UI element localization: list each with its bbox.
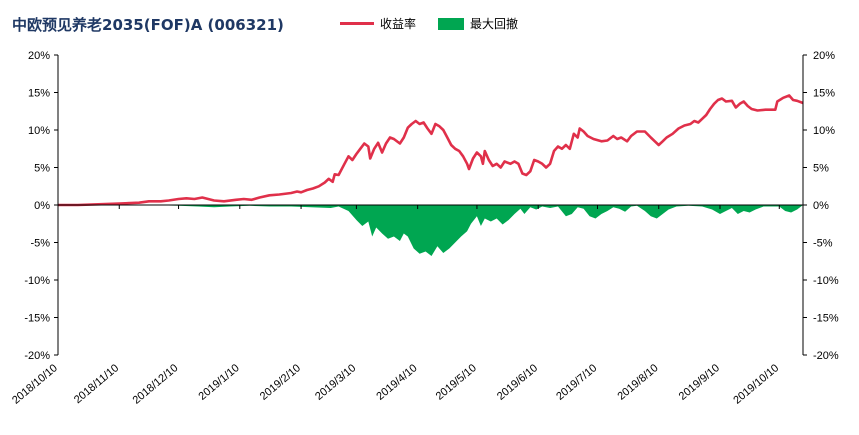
y-tick-label-left: -20% xyxy=(24,350,50,362)
x-tick-label: 2018/11/10 xyxy=(72,362,121,406)
y-tick-label-right: 5% xyxy=(813,163,829,175)
x-tick-label: 2019/7/10 xyxy=(554,362,599,403)
y-tick-label-right: 10% xyxy=(813,125,835,137)
legend-swatch-drawdown xyxy=(438,17,465,30)
x-tick-label: 2019/3/10 xyxy=(313,362,358,403)
legend-label-return: 收益率 xyxy=(380,17,417,31)
y-tick-label-left: 10% xyxy=(28,125,50,137)
y-tick-label-right: 15% xyxy=(813,88,835,100)
y-tick-label-right: 20% xyxy=(813,50,835,62)
x-tick-label: 2019/1/10 xyxy=(197,362,242,403)
legend-swatch-return xyxy=(340,22,374,25)
y-tick-label-left: -15% xyxy=(24,313,50,325)
x-tick-label: 2019/2/10 xyxy=(258,362,303,403)
x-tick-label: 2019/10/10 xyxy=(731,362,781,407)
chart-legend: 收益率 最大回撤 xyxy=(340,15,540,32)
legend-item-drawdown[interactable]: 最大回撤 xyxy=(438,15,518,32)
y-tick-label-left: 5% xyxy=(34,163,50,175)
return-line xyxy=(58,94,804,207)
drawdown-area xyxy=(58,205,803,256)
x-tick-label: 2019/6/10 xyxy=(495,362,540,403)
y-tick-label-left: 15% xyxy=(28,88,50,100)
x-tick-label: 2019/4/10 xyxy=(374,362,419,403)
y-tick-label-right: -20% xyxy=(813,350,839,362)
y-tick-label-left: -10% xyxy=(24,275,50,287)
y-tick-label-right: 0% xyxy=(813,200,829,212)
x-tick-label: 2018/10/10 xyxy=(10,362,60,407)
x-tick-label: 2019/5/10 xyxy=(434,362,479,403)
x-tick-label: 2018/12/10 xyxy=(131,362,181,407)
y-tick-label-left: -5% xyxy=(30,238,50,250)
legend-label-drawdown: 最大回撤 xyxy=(470,17,519,31)
y-tick-label-right: -5% xyxy=(813,238,833,250)
y-tick-label-left: 0% xyxy=(34,200,50,212)
y-tick-label-left: 20% xyxy=(28,50,50,62)
y-tick-label-right: -10% xyxy=(813,275,839,287)
legend-item-return[interactable]: 收益率 xyxy=(340,15,416,32)
chart-title: 中欧预见养老2035(FOF)A (006321) xyxy=(12,16,284,34)
x-tick-label: 2019/8/10 xyxy=(615,362,660,403)
y-tick-label-right: -15% xyxy=(813,313,839,325)
x-tick-label: 2019/9/10 xyxy=(677,362,722,403)
